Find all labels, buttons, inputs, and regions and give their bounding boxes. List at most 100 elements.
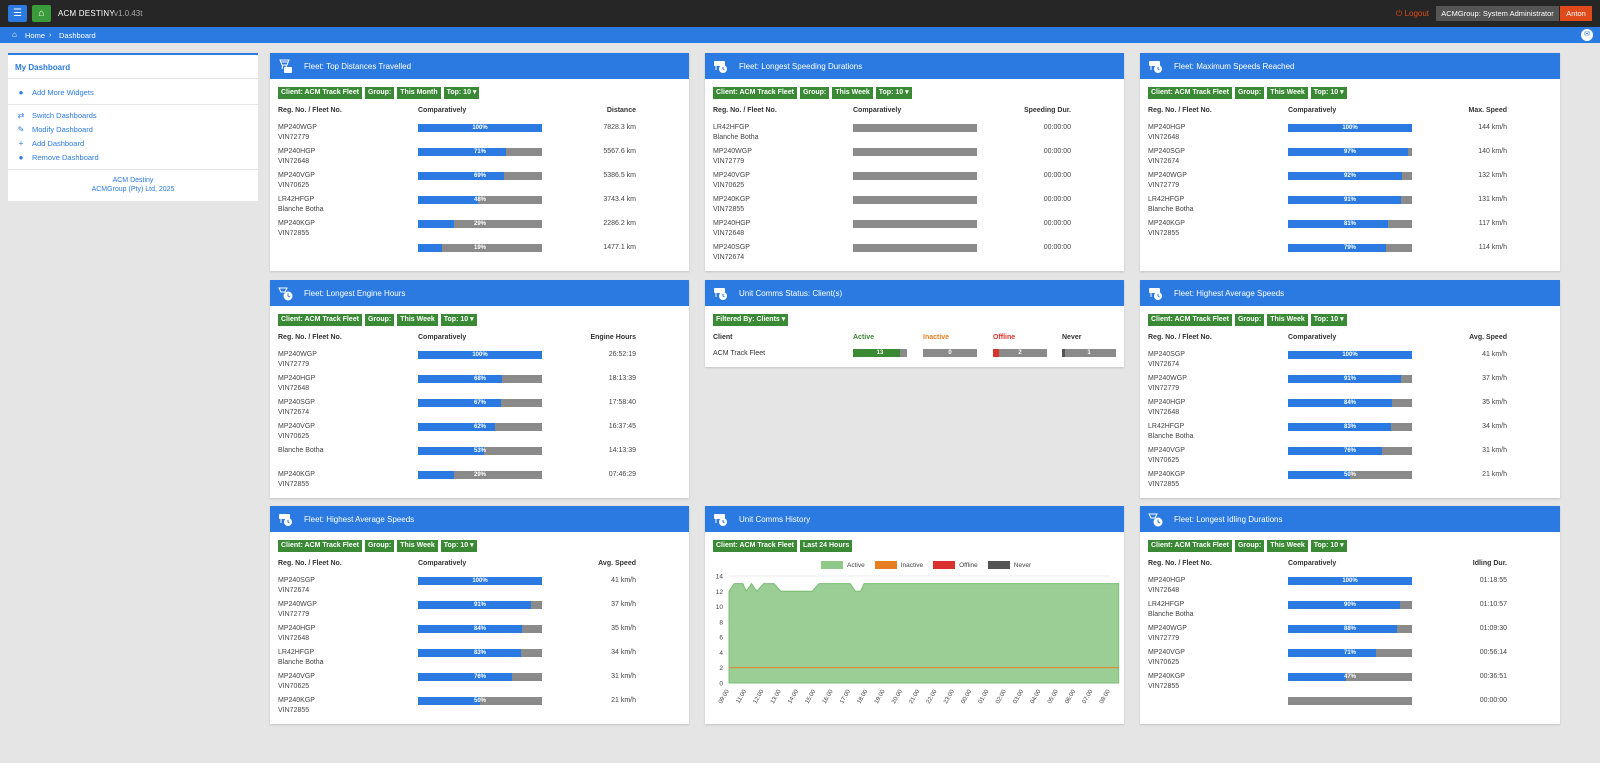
table-row[interactable]: LR42HFGP Blanche Botha 00:00:00 [705, 123, 1124, 147]
table-row[interactable]: MP240HGP VIN72648 71% 5567.6 km [270, 147, 689, 171]
table-row[interactable]: MP240KGP VIN72855 50% 21 km/h [1140, 470, 1560, 494]
add-widgets-link[interactable]: ● Add More Widgets [16, 88, 94, 97]
filter-tag[interactable]: This Week [832, 87, 873, 99]
legend-label: Never [1013, 561, 1032, 569]
table-row[interactable]: MP240HGP VIN72648 68% 18:13:39 [270, 374, 689, 398]
filter-tag[interactable]: Top: 10 ▾ [875, 87, 912, 99]
filter-tag[interactable]: Client: ACM Track Fleet [278, 87, 362, 99]
table-row[interactable]: LR42HFGP Blanche Botha 83% 34 km/h [1140, 422, 1560, 446]
table-row[interactable]: MP240SGP VIN72674 97% 140 km/h [1140, 147, 1560, 171]
table-row[interactable]: MP240HGP VIN72648 00:00:00 [705, 219, 1124, 243]
bar-percent: 91% [473, 602, 486, 608]
filter-tag[interactable]: Top: 10 ▾ [1310, 314, 1347, 326]
x-tick-label: 08:00 [1099, 688, 1112, 705]
table-row[interactable]: 79% 114 km/h [1140, 243, 1560, 267]
filter-tag[interactable]: Group: [364, 87, 395, 99]
filter-dropdown[interactable]: Filtered By: Clients ▾ [713, 314, 789, 326]
table-row[interactable]: MP240KGP VIN72855 29% 07:46:29 [270, 470, 689, 494]
filter-tag[interactable]: Group: [1234, 87, 1265, 99]
table-row[interactable]: MP240VGP VIN70625 76% 31 km/h [1140, 446, 1560, 470]
table-row[interactable]: MP240WGP VIN72779 100% 7828.3 km [270, 123, 689, 147]
filter-tag[interactable]: Client: ACM Track Fleet [1148, 314, 1232, 326]
table-row[interactable]: MP240WGP VIN72779 91% 37 km/h [1140, 374, 1560, 398]
table-row[interactable]: MP240SGP VIN72674 67% 17:58:40 [270, 398, 689, 422]
legend-item[interactable]: Inactive [874, 561, 923, 569]
table-row[interactable]: MP240SGP VIN72674 00:00:00 [705, 243, 1124, 267]
filter-tag[interactable]: Last 24 Hours [799, 540, 853, 552]
offline-bar[interactable]: 2 [993, 349, 1047, 357]
table-row[interactable]: MP240WGP VIN72779 91% 37 km/h [270, 600, 689, 624]
user-button[interactable]: Anton [1560, 6, 1592, 21]
table-row[interactable]: MP240VGP VIN70625 62% 16:37:45 [270, 422, 689, 446]
switch-dashboards-link[interactable]: ⇄ Switch Dashboards [17, 111, 97, 120]
table-row[interactable]: Blanche Botha 53% 14:13:39 [270, 446, 689, 470]
filter-tag[interactable]: This Week [397, 540, 438, 552]
never-bar[interactable]: 1 [1062, 349, 1116, 357]
filter-tag[interactable]: Top: 10 ▾ [1310, 540, 1347, 552]
filter-tag[interactable]: Top: 10 ▾ [443, 87, 480, 99]
table-row[interactable]: LR42HFGP Blanche Botha 48% 3743.4 km [270, 195, 689, 219]
filter-tag[interactable]: Client: ACM Track Fleet [713, 87, 797, 99]
filter-tag[interactable]: Client: ACM Track Fleet [1148, 540, 1232, 552]
table-row[interactable]: MP240KGP VIN72855 81% 117 km/h [1140, 219, 1560, 243]
filter-tag[interactable]: This Week [1267, 540, 1308, 552]
table-row[interactable]: MP240VGP VIN70625 76% 31 km/h [270, 672, 689, 696]
legend-item[interactable]: Offline [933, 561, 978, 569]
menu-button[interactable]: ☰ [8, 5, 27, 22]
table-row[interactable]: MP240WGP VIN72779 00:00:00 [705, 147, 1124, 171]
filter-tag[interactable]: Group: [364, 540, 395, 552]
home-button[interactable]: ⌂ [32, 5, 51, 22]
inactive-bar[interactable]: 0 [923, 349, 977, 357]
offline-count: 2 [1018, 350, 1022, 356]
filter-tag[interactable]: Client: ACM Track Fleet [278, 540, 362, 552]
filter-tag[interactable]: Group: [1234, 540, 1265, 552]
table-row[interactable]: 00:00:00 [1140, 696, 1560, 720]
table-row[interactable]: MP240KGP VIN72855 50% 21 km/h [270, 696, 689, 720]
table-row[interactable]: MP240KGP VIN72855 47% 00:36:51 [1140, 672, 1560, 696]
table-row[interactable]: MP240HGP VIN72648 100% 144 km/h [1140, 123, 1560, 147]
table-row[interactable]: LR42HFGP Blanche Botha 91% 131 km/h [1140, 195, 1560, 219]
active-bar[interactable]: 13 [853, 349, 907, 357]
table-row[interactable]: MP240KGP VIN72855 00:00:00 [705, 195, 1124, 219]
filter-tag[interactable]: Top: 10 ▾ [440, 314, 477, 326]
remove-dashboard-link[interactable]: ● Remove Dashboard [16, 153, 99, 162]
table-row[interactable]: MP240SGP VIN72674 100% 41 km/h [1140, 350, 1560, 374]
filter-tag[interactable]: This Month [397, 87, 441, 99]
table-row[interactable]: MP240HGP VIN72648 84% 35 km/h [270, 624, 689, 648]
legend-item[interactable]: Never [987, 561, 1032, 569]
table-row[interactable]: MP240VGP VIN70625 71% 00:56:14 [1140, 648, 1560, 672]
table-row[interactable]: LR42HFGP Blanche Botha 90% 01:10:57 [1140, 600, 1560, 624]
filter-tag[interactable]: This Week [397, 314, 438, 326]
filter-tag[interactable]: Group: [799, 87, 830, 99]
table-row[interactable]: MP240KGP VIN72855 29% 2286.2 km [270, 219, 689, 243]
table-row[interactable]: MP240SGP VIN72674 100% 41 km/h [270, 576, 689, 600]
chat-icon[interactable]: ✉ [1581, 29, 1593, 41]
role-badge[interactable]: ACMGroup: System Administrator [1436, 6, 1559, 21]
table-row[interactable]: MP240WGP VIN72779 88% 01:09:30 [1140, 624, 1560, 648]
filter-tag[interactable]: This Week [1267, 314, 1308, 326]
add-dashboard-link[interactable]: + Add Dashboard [16, 139, 84, 148]
filter-tag[interactable]: Client: ACM Track Fleet [278, 314, 362, 326]
modify-dashboard-link[interactable]: ✎ Modify Dashboard [17, 125, 93, 134]
table-row[interactable]: MP240HGP VIN72648 84% 35 km/h [1140, 398, 1560, 422]
logout-link[interactable]: ⏻ Logout [1396, 9, 1430, 18]
table-row[interactable]: MP240WGP VIN72779 100% 26:52:19 [270, 350, 689, 374]
table-row[interactable]: MP240HGP VIN72648 100% 01:18:55 [1140, 576, 1560, 600]
table-row[interactable]: MP240WGP VIN72779 92% 132 km/h [1140, 171, 1560, 195]
table-row[interactable]: 19% 1477.1 km [270, 243, 689, 267]
comparative-bar [853, 148, 977, 156]
filter-tag[interactable]: Group: [364, 314, 395, 326]
table-row[interactable]: MP240VGP VIN70625 00:00:00 [705, 171, 1124, 195]
breadcrumb-home[interactable]: Home [25, 31, 46, 40]
comparative-bar [853, 196, 977, 204]
fleet-number: VIN72648 [1148, 134, 1180, 141]
filter-tag[interactable]: Top: 10 ▾ [440, 540, 477, 552]
filter-tag[interactable]: This Week [1267, 87, 1308, 99]
filter-tag[interactable]: Group: [1234, 314, 1265, 326]
filter-tag[interactable]: Client: ACM Track Fleet [1148, 87, 1232, 99]
legend-item[interactable]: Active [821, 561, 865, 569]
table-row[interactable]: LR42HFGP Blanche Botha 83% 34 km/h [270, 648, 689, 672]
filter-tag[interactable]: Client: ACM Track Fleet [713, 540, 797, 552]
table-row[interactable]: MP240VGP VIN70625 69% 5386.5 km [270, 171, 689, 195]
filter-tag[interactable]: Top: 10 ▾ [1310, 87, 1347, 99]
